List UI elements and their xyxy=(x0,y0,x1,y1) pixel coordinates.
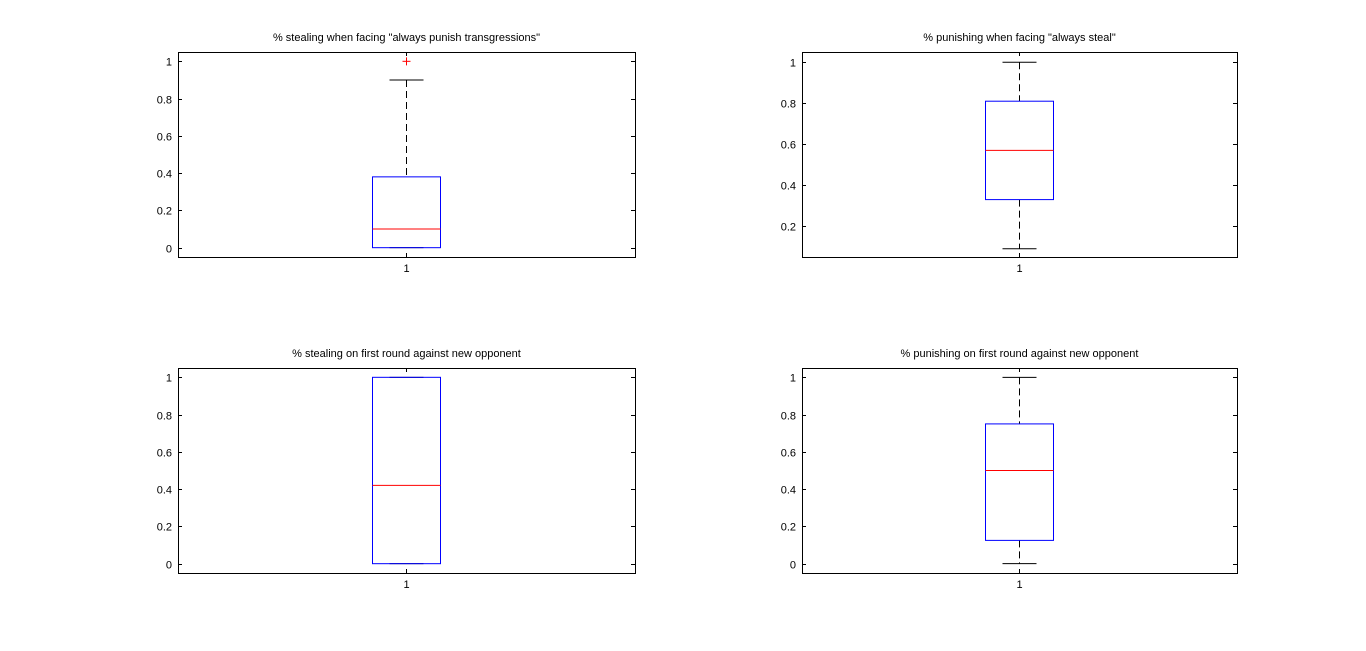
boxplot-panel-1: % stealing when facing "always punish tr… xyxy=(157,32,636,275)
y-tick-label: 1 xyxy=(166,57,172,69)
y-tick-label: 0.6 xyxy=(781,140,796,152)
y-tick-label: 0.8 xyxy=(157,411,172,423)
chart-title: % stealing on first round against new op… xyxy=(292,348,521,360)
y-tick-label: 0.2 xyxy=(781,522,796,534)
y-tick-label: 1 xyxy=(790,373,796,385)
y-tick-label: 0.4 xyxy=(157,485,172,497)
chart-title: % punishing on first round against new o… xyxy=(901,348,1139,360)
y-tick-label: 0.4 xyxy=(781,181,796,193)
y-tick-label: 0.8 xyxy=(781,99,796,111)
x-tick-label: 1 xyxy=(1016,579,1022,591)
chart-title: % stealing when facing "always punish tr… xyxy=(273,32,540,44)
x-tick-label: 1 xyxy=(403,263,409,275)
y-tick-label: 0.6 xyxy=(157,132,172,144)
y-tick-label: 0.2 xyxy=(157,522,172,534)
iqr-box xyxy=(372,176,441,249)
x-tick-label: 1 xyxy=(403,579,409,591)
y-tick-label: 1 xyxy=(790,58,796,70)
y-tick-label: 0.4 xyxy=(157,169,172,181)
y-tick-label: 0.2 xyxy=(157,206,172,218)
y-tick-label: 0.6 xyxy=(157,448,172,460)
chart-title: % punishing when facing "always steal" xyxy=(923,32,1116,44)
x-tick-label: 1 xyxy=(1016,263,1022,275)
boxplot-panel-2: % punishing when facing "always steal" 0.… xyxy=(781,32,1238,275)
iqr-box xyxy=(985,423,1054,541)
boxplot-panel-3: % stealing on first round against new op… xyxy=(157,348,636,591)
y-tick-label: 0.6 xyxy=(781,448,796,460)
axes-frame xyxy=(178,368,636,574)
boxplot-panel-4: % punishing on first round against new o… xyxy=(781,348,1238,591)
iqr-box xyxy=(372,376,441,565)
y-tick-label: 0.8 xyxy=(157,95,172,107)
y-tick-label: 1 xyxy=(166,373,172,385)
outlier-marker xyxy=(402,57,411,66)
y-tick-label: 0 xyxy=(790,560,796,572)
y-tick-label: 0 xyxy=(166,560,172,572)
y-tick-label: 0.8 xyxy=(781,411,796,423)
y-tick-label: 0 xyxy=(166,244,172,256)
y-tick-label: 0.2 xyxy=(781,222,796,234)
y-tick-label: 0.4 xyxy=(781,485,796,497)
